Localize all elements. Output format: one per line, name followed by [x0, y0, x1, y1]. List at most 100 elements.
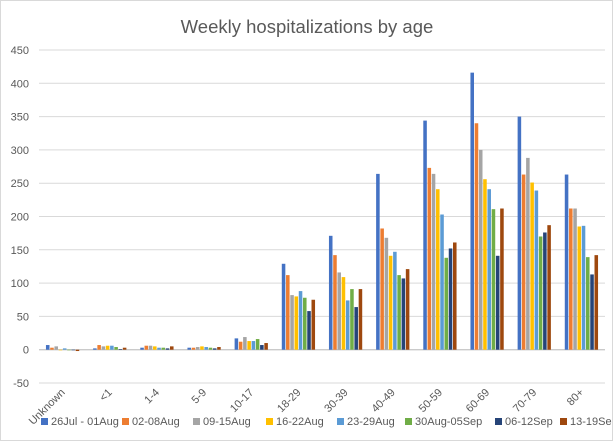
bar — [212, 348, 217, 350]
bar — [333, 255, 337, 350]
bar — [71, 349, 75, 351]
x-tick-label: 80+ — [565, 387, 587, 409]
bar — [384, 237, 389, 350]
bar — [75, 349, 80, 352]
legend-label: 16-22Aug — [276, 416, 324, 428]
bar — [594, 255, 599, 350]
bar — [337, 272, 341, 350]
bar — [217, 347, 221, 350]
bar — [534, 190, 539, 350]
bar — [358, 289, 363, 350]
bar — [118, 349, 123, 350]
legend-item: 30Aug-05Sep — [405, 416, 482, 428]
bar — [397, 275, 401, 350]
series-group — [75, 208, 599, 352]
bar — [243, 337, 247, 350]
series-group — [62, 189, 586, 350]
bar — [144, 345, 149, 350]
x-tick-label: 1-4 — [142, 387, 162, 407]
bar — [393, 251, 397, 350]
bar — [45, 345, 50, 350]
bar — [483, 179, 487, 350]
bar — [110, 345, 114, 350]
bar — [204, 347, 208, 350]
x-tick-label: 70-79 — [511, 387, 539, 415]
bar — [543, 232, 547, 350]
legend-item: 13-19Sep — [560, 416, 612, 428]
legend-label: 02-08Aug — [132, 416, 180, 428]
bar — [530, 182, 534, 350]
bar — [67, 349, 71, 351]
bar — [448, 248, 453, 350]
x-tick-label: 60-69 — [464, 387, 492, 415]
bar — [234, 338, 239, 350]
bar — [148, 345, 153, 350]
x-tick-label: 18-29 — [275, 387, 303, 415]
y-tick-label: 300 — [11, 145, 29, 157]
bar — [470, 72, 474, 350]
bar — [517, 116, 522, 350]
bar — [54, 346, 58, 350]
bar — [401, 278, 406, 350]
bar — [195, 347, 200, 350]
y-tick-label: 50 — [17, 311, 29, 323]
bar — [105, 345, 110, 350]
bar — [153, 346, 157, 350]
bar — [341, 277, 346, 350]
bar — [354, 307, 358, 350]
legend-label: 23-29Aug — [347, 416, 395, 428]
bar — [101, 346, 106, 350]
y-tick-label: 100 — [11, 278, 29, 290]
gridlines — [39, 49, 605, 384]
series-group — [58, 179, 582, 351]
series-group — [54, 149, 577, 350]
bar — [161, 347, 166, 350]
y-tick-label: 0 — [23, 345, 29, 357]
bar — [208, 347, 213, 350]
bar — [573, 208, 577, 350]
series-group — [45, 72, 569, 350]
x-tick-label: <1 — [98, 387, 115, 404]
legend-swatch — [41, 418, 48, 425]
legend-label: 13-19Sep — [570, 416, 612, 428]
legend: 26Jul - 01Aug 02-08Aug 09-15Aug 16-22Aug 23-… — [41, 416, 612, 428]
x-tick-label: 50-59 — [417, 387, 445, 415]
bar — [564, 174, 569, 350]
y-tick-label: 250 — [11, 178, 29, 190]
x-tick-label: 5-9 — [189, 387, 209, 407]
bar — [294, 296, 299, 350]
x-tick-label: 40-49 — [369, 387, 397, 415]
bar — [165, 348, 170, 350]
bar — [238, 341, 243, 350]
bar — [260, 345, 264, 350]
legend-item: 16-22Aug — [266, 416, 324, 428]
bar — [311, 299, 316, 350]
bar — [157, 347, 161, 350]
bar — [526, 157, 530, 350]
bar — [187, 347, 191, 350]
bar — [453, 242, 457, 350]
bar — [247, 341, 251, 350]
bar — [93, 348, 97, 350]
bar — [380, 228, 384, 350]
legend-label: 09-15Aug — [203, 416, 251, 428]
bar — [590, 274, 594, 350]
legend-item: 26Jul - 01Aug — [41, 416, 119, 428]
bar — [440, 214, 444, 350]
bar — [281, 263, 286, 350]
bar — [298, 291, 303, 350]
bar — [290, 295, 294, 350]
bar — [586, 257, 590, 350]
bar — [581, 225, 586, 350]
series-group — [67, 209, 590, 351]
y-axis: -50 0 50 100 150 200 250 300 350 400 450 — [11, 45, 29, 390]
x-tick-label: 10-17 — [228, 387, 256, 415]
legend-item: 02-08Aug — [122, 416, 180, 428]
series-group — [71, 232, 594, 351]
bar — [328, 235, 333, 350]
y-tick-label: 150 — [11, 245, 29, 257]
legend-item: 06-12Sep — [495, 416, 553, 428]
series-group — [50, 123, 573, 350]
bar — [307, 311, 311, 350]
